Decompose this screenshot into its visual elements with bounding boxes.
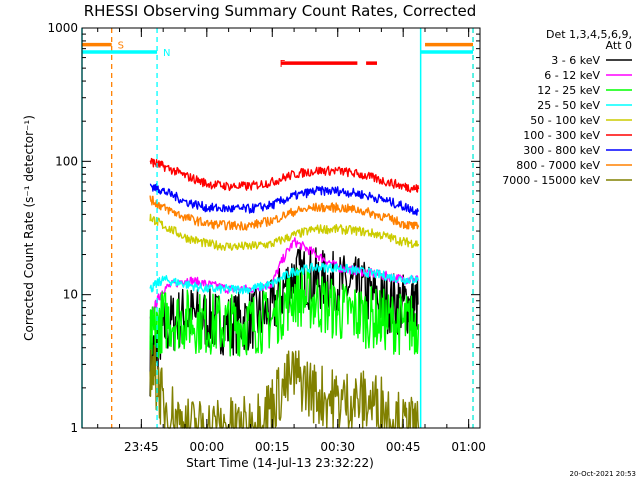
series-line-8	[149, 195, 420, 231]
x-tick-label-6: 01:00	[451, 440, 486, 454]
x-tick-label-1: 23:45	[124, 440, 159, 454]
y-tick-label-3: 100	[55, 154, 78, 168]
y-tick-label-1: 1	[70, 421, 78, 435]
footer-date: 20-Oct-2021 20:53	[570, 470, 636, 478]
legend-label-2: 6 - 12 keV	[544, 69, 600, 82]
series-line-9	[149, 344, 420, 429]
series-layer	[149, 157, 420, 429]
legend-label-7: 300 - 800 keV	[523, 144, 600, 157]
legend-label-5: 50 - 100 keV	[530, 114, 600, 127]
legend-header-1: Det 1,3,4,5,6,9,	[546, 28, 632, 41]
legend-label-9: 7000 - 15000 keV	[502, 174, 600, 187]
series-line-4	[149, 262, 419, 295]
x-tick-label-4: 00:30	[320, 440, 355, 454]
series-line-5	[149, 213, 420, 251]
x-tick-label-2: 00:00	[190, 440, 225, 454]
series-line-7	[149, 183, 420, 216]
chart-title: RHESSI Observing Summary Count Rates, Co…	[84, 2, 477, 20]
y-tick-label-2: 10	[63, 288, 78, 302]
annotation-2: N	[163, 48, 170, 59]
legend-label-3: 12 - 25 keV	[537, 84, 600, 97]
y-axis-label: Corrected Count Rate (s⁻¹ detector⁻¹)	[22, 115, 36, 341]
y-tick-label-4: 1000	[47, 21, 78, 35]
legend: Det 1,3,4,5,6,9,Att 0 3 - 6 keV 6 - 12 keV…	[502, 28, 632, 187]
x-tick-label-5: 00:45	[386, 440, 421, 454]
axes-layer: 1 10 100 1000 23:45 00:00 00:15 00:30 00:45 01:00	[47, 21, 485, 454]
annotation-3: F	[280, 59, 286, 70]
x-tick-label-3: 00:15	[255, 440, 290, 454]
x-axis-label: Start Time (14-Jul-13 23:32:22)	[186, 456, 374, 470]
annotation-1: S	[118, 41, 124, 52]
series-line-6	[149, 157, 420, 193]
plot-frame	[81, 27, 481, 429]
legend-label-8: 800 - 7000 keV	[516, 159, 600, 172]
legend-label-1: 3 - 6 keV	[551, 54, 600, 67]
series-line-3	[149, 267, 420, 359]
legend-label-6: 100 - 300 keV	[523, 129, 600, 142]
legend-header-2: Att 0	[606, 39, 632, 52]
legend-label-4: 25 - 50 keV	[537, 99, 600, 112]
